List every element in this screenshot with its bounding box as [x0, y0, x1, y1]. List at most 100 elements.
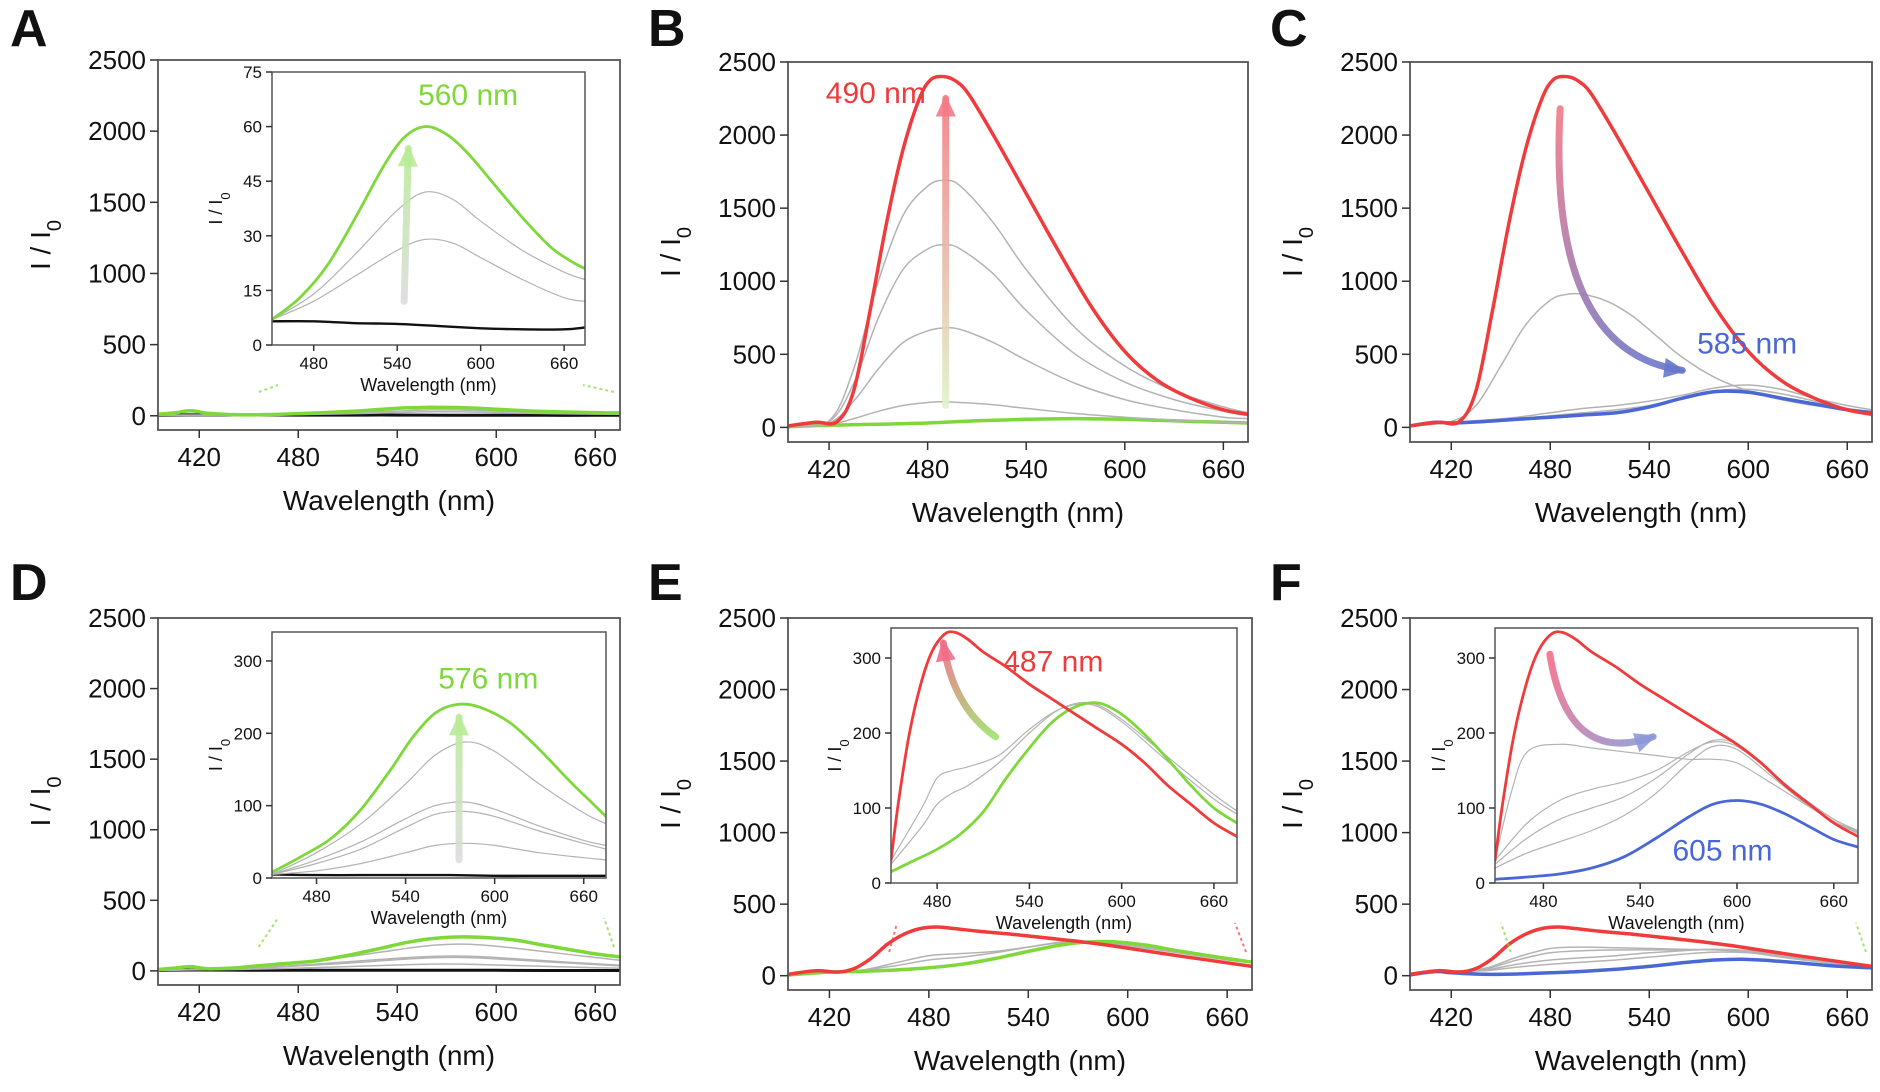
panel-c-main-ytick-label: 2500 [1340, 47, 1398, 77]
panel-c-main-peak-annotation: 585 nm [1697, 328, 1797, 361]
panel-a-inset-ytick-label: 45 [243, 172, 262, 191]
panel-b-main-series-gray-3 [788, 243, 1248, 428]
panel-f-main-frame [1409, 617, 1873, 991]
panel-e-inset-ytick-label: 300 [853, 649, 881, 668]
panel-d-inset-peak-annotation: 576 nm [438, 662, 538, 695]
panel-c-main-xlabel: Wavelength (nm) [1535, 497, 1747, 528]
panel-e-inset: 480 540 600 660 0 100 200 300 Wavelength (nm) I /… [825, 627, 1238, 933]
panel-b-main-xlabel: Wavelength (nm) [912, 497, 1124, 528]
panel-a-inset: 480 540 600 660 0 15 30 45 60 75 Wavelength (nm) I … [206, 63, 586, 395]
panel-f-main-ylabel: I / I0 [1277, 779, 1318, 829]
panel-a-inset-series-gray-1 [272, 238, 585, 321]
panel-f-main-xtick-label: 420 [1430, 1002, 1473, 1032]
panel-f-main-ytick-label: 500 [1355, 889, 1398, 919]
panel-d-inset-ytick-label: 200 [234, 724, 262, 743]
panel-c-main-ytick-label: 500 [1355, 339, 1398, 369]
panel-a-zoom-guide-left [258, 384, 279, 393]
panel-e-inset-xlabel: Wavelength (nm) [996, 913, 1132, 933]
panel-a-inset-ytick-label: 60 [243, 118, 262, 137]
panel-a-inset-ytick-label: 0 [253, 336, 262, 355]
panel-c-main-xtick-label: 600 [1727, 454, 1770, 484]
panel-a-inset-frame [271, 71, 586, 346]
panel-b-main-ytick-label: 0 [762, 412, 776, 442]
panel-e-inset-ytick-label: 0 [872, 874, 881, 893]
panel-a-inset-ytick-label: 30 [243, 227, 262, 246]
panel-d-inset-series-gray-4 [272, 741, 606, 875]
panel-a-main-ytick-label: 2500 [88, 45, 146, 75]
panel-b-main-xtick-label: 540 [1005, 454, 1048, 484]
panel-c-main-xtick-label: 480 [1529, 454, 1572, 484]
panel-b-main-peak-annotation: 490 nm [826, 77, 926, 110]
panel-f-main-series-blue-4 [1410, 957, 1872, 977]
panel-d-inset-xlabel: Wavelength (nm) [371, 908, 507, 928]
panel-b-main-ytick-label: 2000 [718, 120, 776, 150]
panel-d-main-ytick-label: 1500 [88, 744, 146, 774]
panel-d-main-frame [157, 617, 621, 986]
panel-a-main-ytick-label: 1000 [88, 258, 146, 288]
panel-c-main-xtick-label: 420 [1430, 454, 1473, 484]
panel-d-main-ytick-label: 1000 [88, 815, 146, 845]
panel-d-main-xtick-label: 600 [475, 997, 518, 1027]
panel-d-letter: D [10, 554, 48, 612]
panel-d-main-ytick-label: 500 [103, 885, 146, 915]
panel-f-inset-xtick-label: 600 [1723, 892, 1751, 911]
panel-a-main-xtick-label: 420 [178, 442, 221, 472]
panel-a-zoom-guide-right [582, 384, 615, 393]
panel-d-inset-series-gray-1 [272, 842, 606, 875]
panel-a-main-ylabel: I / I0 [25, 220, 66, 270]
panel-f-main-xlabel: Wavelength (nm) [1535, 1045, 1747, 1076]
panel-d-main-ylabel: I / I0 [25, 776, 66, 826]
panel-d-main-ytick-label: 2500 [88, 603, 146, 633]
panel-e-inset-ytick-label: 100 [853, 799, 881, 818]
panel-f-inset-ytick-label: 100 [1457, 799, 1485, 818]
panel-e-inset-peak-annotation: 487 nm [1003, 646, 1103, 679]
panel-e-main-ylabel: I / I0 [655, 779, 696, 829]
panel-b-main-ytick-label: 500 [733, 339, 776, 369]
panel-e-main-frame [787, 617, 1253, 991]
panel-d-main-xlabel: Wavelength (nm) [283, 1040, 495, 1071]
panel-a-main-xtick-label: 480 [277, 442, 320, 472]
panel-d-main-xtick-label: 480 [277, 997, 320, 1027]
panel-d-inset-series-gray-2 [272, 810, 606, 875]
panel-e-inset-ylabel: I / I0 [825, 739, 852, 771]
panel-b-main-series-gray-4 [788, 179, 1248, 428]
panel-d-main-series-gray-1 [158, 963, 620, 971]
panel-e-inset-series-red-3 [891, 630, 1237, 862]
panel-f-main-xtick-label: 600 [1727, 1002, 1770, 1032]
panel-b-main-trend-arrow-head [935, 94, 956, 117]
panel-b-main-ytick-label: 1000 [718, 266, 776, 296]
panel-f-inset-trend-arrow [1546, 650, 1657, 747]
panel-d-inset-ytick-label: 300 [234, 652, 262, 671]
panel-d-main-xtick-label: 660 [574, 997, 617, 1027]
panel-a-inset-peak-annotation: 560 nm [418, 79, 518, 112]
panel-e-inset-xtick-label: 480 [923, 892, 951, 911]
panel-e-main-series-green-2 [788, 939, 1252, 977]
panel-c-main-trend-arrow [1555, 105, 1686, 374]
panel-e-inset-xtick-label: 600 [1107, 892, 1135, 911]
panel-f-inset-trend-arrow-head [1632, 733, 1657, 753]
panel-f-main-xtick-label: 480 [1529, 1002, 1572, 1032]
panel-f-main-series-red-5 [1410, 925, 1872, 977]
panel-a-main-xtick-label: 660 [574, 442, 617, 472]
panel-b-main-xtick-label: 660 [1202, 454, 1245, 484]
panel-d-inset-background [272, 632, 606, 878]
panel-d-inset-xtick-label: 480 [302, 887, 330, 906]
panel-a-main-ytick-label: 2000 [88, 116, 146, 146]
panel-f-inset-xlabel: Wavelength (nm) [1608, 913, 1744, 933]
panel-e-zoom-guide-right [1234, 922, 1247, 953]
panel-e-inset-xtick-label: 660 [1200, 892, 1228, 911]
panel-f-main-series-group [1410, 925, 1872, 977]
panel-a-main-xtick-label: 600 [475, 442, 518, 472]
panel-f-inset-series-blue-4 [1495, 799, 1858, 881]
panel-d-zoom-guide-left [257, 917, 279, 948]
panel-e-inset-xtick-label: 540 [1015, 892, 1043, 911]
panel-c-main-ytick-label: 1500 [1340, 193, 1398, 223]
panel-f-inset-ytick-label: 200 [1457, 724, 1485, 743]
panel-a-inset-ytick-label: 15 [243, 281, 262, 300]
panel-b-main-ytick-label: 2500 [718, 47, 776, 77]
panel-a-inset-ylabel: I / I0 [206, 192, 233, 224]
panel-b-main-xtick-label: 420 [807, 454, 850, 484]
